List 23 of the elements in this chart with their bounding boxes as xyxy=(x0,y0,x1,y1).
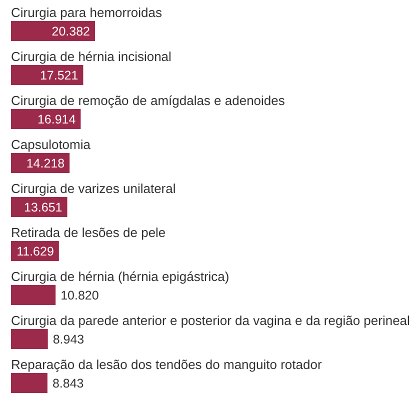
y-tick-label: Cirurgia de varizes unilateral xyxy=(11,181,176,196)
y-tick-label: Cirurgia de hérnia incisional xyxy=(11,49,172,64)
bar xyxy=(11,285,56,305)
y-tick-label: Cirurgia da parede anterior e posterior da vagina e da região perineal xyxy=(11,313,410,328)
bar xyxy=(11,21,95,41)
data-label: 14.218 xyxy=(26,156,65,170)
bar xyxy=(11,65,84,85)
y-tick-label: Capsulotomia xyxy=(11,137,92,152)
y-tick-label: Cirurgia de remoção de amígdalas e adenoides xyxy=(11,93,286,108)
data-label: 10.820 xyxy=(60,288,99,302)
data-label: 13.651 xyxy=(24,200,62,214)
data-label: 17.521 xyxy=(40,68,78,82)
data-label: 8.943 xyxy=(52,332,84,346)
data-label: 20.382 xyxy=(52,24,90,38)
y-tick-label: Reparação da lesão dos tendões do manguito rotador xyxy=(11,357,322,372)
data-label: 16.914 xyxy=(37,112,76,126)
data-label: 8.843 xyxy=(52,376,84,390)
bar xyxy=(11,329,48,349)
y-tick-label: Retirada de lesões de pele xyxy=(11,225,166,240)
bar xyxy=(11,373,48,393)
data-label: 11.629 xyxy=(16,244,54,258)
y-tick-label: Cirurgia para hemorroidas xyxy=(11,5,163,20)
y-tick-label: Cirurgia de hérnia (hérnia epigástrica) xyxy=(11,269,230,284)
